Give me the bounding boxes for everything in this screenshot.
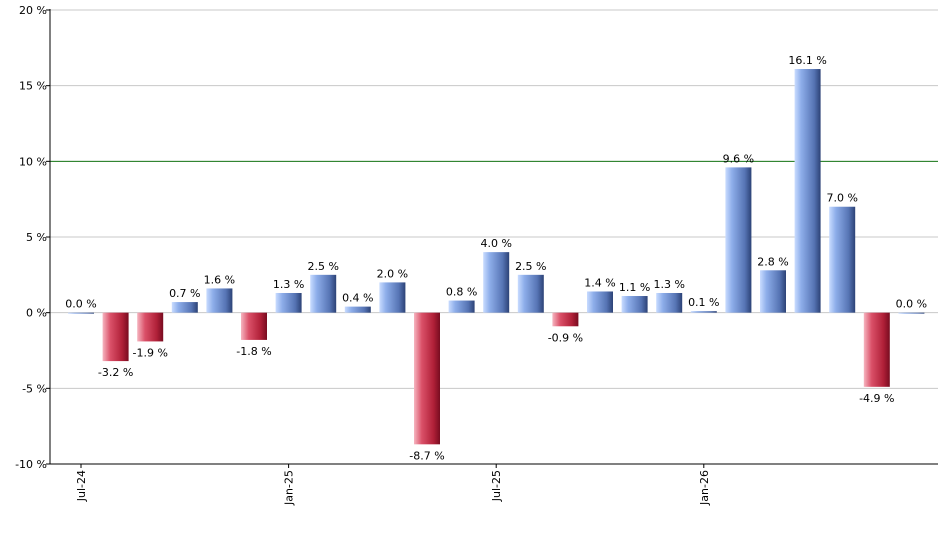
bar: [552, 312, 579, 327]
bar-value-label: 2.8 %: [757, 255, 788, 268]
bar: [241, 312, 267, 340]
bar: [310, 274, 337, 313]
bar: [102, 312, 129, 362]
bar-value-label: 0.4 %: [342, 292, 373, 305]
bar-value-label: -8.7 %: [409, 449, 444, 462]
bar-value-label: -4.9 %: [859, 392, 894, 405]
bar: [829, 206, 856, 313]
bar-value-label: 2.5 %: [515, 260, 546, 273]
bar: [725, 167, 752, 313]
bar: [448, 300, 475, 313]
bar-value-label: -1.9 %: [132, 346, 167, 359]
x-tick-label: Jul-25: [490, 470, 503, 502]
bar-value-label: -0.9 %: [548, 331, 583, 344]
bar-value-label: 1.3 %: [273, 278, 304, 291]
bar: [656, 292, 683, 313]
bar: [275, 292, 302, 313]
y-tick-label: 0 %: [26, 307, 47, 320]
bar-value-label: 0.8 %: [446, 286, 477, 299]
bar: [379, 282, 406, 313]
bar-value-label: 1.4 %: [584, 276, 615, 289]
y-tick-label: 15 %: [19, 80, 47, 93]
bar: [863, 312, 890, 387]
y-tick-label: 10 %: [19, 155, 47, 168]
bar: [206, 288, 233, 313]
bar-value-label: 1.1 %: [619, 281, 650, 294]
bar-value-label: 0.1 %: [688, 296, 719, 309]
bar: [587, 291, 613, 313]
bar: [517, 274, 544, 313]
bar: [760, 270, 786, 313]
y-tick-label: 5 %: [26, 231, 47, 244]
bar-value-label: 0.0 %: [65, 298, 96, 311]
y-tick-label: -5 %: [22, 382, 47, 395]
bar: [794, 69, 821, 313]
bar: [171, 302, 198, 313]
bar-value-label: 7.0 %: [826, 192, 857, 205]
bar-value-label: -1.8 %: [236, 345, 271, 358]
bar: [690, 311, 717, 313]
x-tick-label: Jan-26: [698, 470, 711, 506]
bar-value-label: 4.0 %: [480, 237, 511, 250]
bar-value-label: 1.3 %: [653, 278, 684, 291]
y-tick-label: 20 %: [19, 4, 47, 17]
bar-value-label: -3.2 %: [98, 366, 133, 379]
bar: [414, 312, 440, 445]
bar-value-label: 9.6 %: [723, 152, 754, 165]
bar-value-label: 0.7 %: [169, 287, 200, 300]
bars: [68, 69, 925, 445]
bar: [68, 312, 94, 314]
bar-value-label: 1.6 %: [204, 273, 235, 286]
bar: [483, 252, 510, 313]
data-labels: 0.0 %-3.2 %-1.9 %0.7 %1.6 %-1.8 %1.3 %2.…: [65, 54, 927, 462]
bar-value-label: 0.0 %: [896, 298, 927, 311]
bar: [137, 312, 164, 342]
bar-value-label: 16.1 %: [788, 54, 826, 67]
bar: [898, 312, 925, 314]
y-tick-labels: 20 % 15 % 10 % 5 % 0 % -5 % -10 %: [15, 4, 50, 471]
bar: [621, 296, 648, 313]
y-tick-label: -10 %: [15, 458, 47, 471]
x-tick-label: Jul-24: [75, 470, 88, 502]
x-tick-label: Jan-25: [283, 470, 296, 506]
bar-value-label: 2.5 %: [307, 260, 338, 273]
x-tick-labels: Jul-24 Jan-25 Jul-25 Jan-26: [75, 464, 711, 506]
bar-value-label: 2.0 %: [377, 267, 408, 280]
bar: [344, 306, 371, 313]
